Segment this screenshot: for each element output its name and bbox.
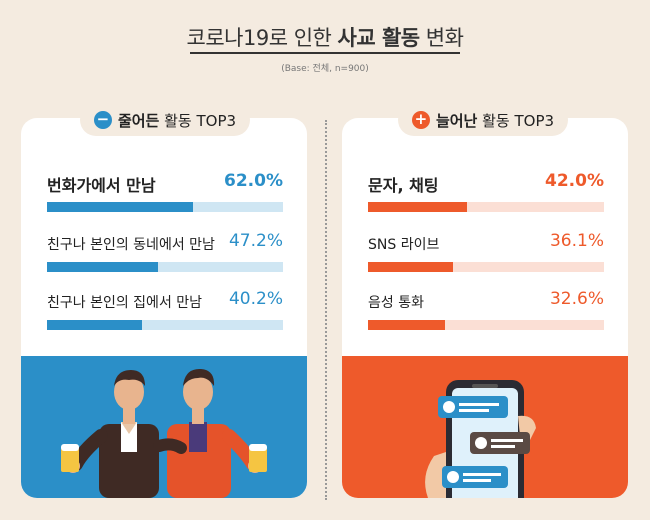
decrease-card: 번화가에서 만남 62.0% 친구나 본인의 동네에서 만남 47.2% 친구나…	[21, 118, 307, 498]
decrease-value-3: 40.2%	[228, 289, 283, 309]
increase-title-bold: 늘어난	[435, 111, 478, 130]
increase-track-3	[368, 320, 604, 330]
decrease-label-3: 친구나 본인의 집에서 만남	[47, 295, 203, 311]
increase-bar-1	[368, 202, 467, 212]
increase-title-rest: 활동 TOP3	[477, 111, 555, 130]
plus-circle-icon: +	[411, 111, 430, 129]
decrease-label-2: 친구나 본인의 동네에서 만남	[47, 237, 215, 253]
page-title: 코로나19로 인한 사교 활동 변화	[0, 22, 650, 52]
increase-value-2: 36.1%	[549, 231, 604, 251]
dotted-divider	[325, 120, 327, 500]
increase-track-2	[368, 262, 604, 272]
increase-bar-3	[368, 320, 445, 330]
title-underline	[190, 52, 460, 54]
title-tail: 변화	[419, 26, 464, 50]
increase-label-2: SNS 라이브	[368, 237, 440, 253]
increase-title-tag: + 늘어난 활동 TOP3	[398, 104, 568, 136]
decrease-title-bold: 줄어든	[117, 111, 160, 130]
increase-bar-2	[368, 262, 453, 272]
decrease-bar-1	[47, 202, 193, 212]
increase-value-3: 32.6%	[549, 289, 604, 309]
title-bold: 사교 활동	[337, 26, 421, 50]
title-normal: 코로나19로 인한	[186, 26, 338, 50]
base-note: (Base: 전체, n=900)	[281, 64, 369, 74]
decrease-title-rest: 활동 TOP3	[159, 111, 237, 130]
increase-label-3: 음성 통화	[368, 295, 424, 311]
increase-value-1: 42.0%	[545, 171, 604, 191]
increase-card: 문자, 채팅 42.0% SNS 라이브 36.1% 음성 통화 32.6%	[342, 118, 628, 498]
decrease-bar-2	[47, 262, 158, 272]
smartphone-chat-illustration	[342, 356, 628, 498]
minus-circle-icon: −	[93, 111, 112, 129]
decrease-track-3	[47, 320, 283, 330]
increase-track-1	[368, 202, 604, 212]
decrease-value-1: 62.0%	[224, 171, 283, 191]
decrease-track-2	[47, 262, 283, 272]
friends-drinking-illustration	[21, 356, 307, 498]
decrease-track-1	[47, 202, 283, 212]
decrease-value-2: 47.2%	[228, 231, 283, 251]
decrease-label-1: 번화가에서 만남	[47, 176, 156, 195]
decrease-bar-3	[47, 320, 142, 330]
increase-label-1: 문자, 채팅	[368, 176, 439, 195]
decrease-title-tag: − 줄어든 활동 TOP3	[80, 104, 250, 136]
